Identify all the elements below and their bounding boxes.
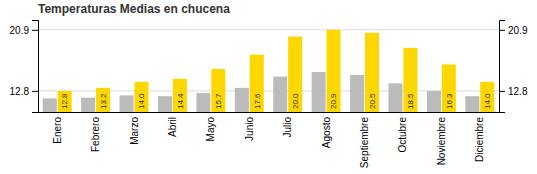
chart: 12.8 13.2 14.0 14.4 15.7 17.6 20.0 20.9 20.5 18.5… [0,0,537,174]
axis-line [32,21,39,113]
tick: 20.9 [499,25,528,36]
tick-label: Octubre [397,117,408,153]
tick: Enero [52,117,63,144]
bar [403,48,417,112]
bar [350,75,364,112]
data-label: 15.7 [214,93,223,109]
tick-label: Enero [52,117,63,144]
tick-label: 20.9 [10,25,30,36]
tick: Julio [282,117,293,138]
bar [250,55,264,112]
y2-axis: 12.8 20.9 [499,21,528,113]
bar [211,69,225,112]
tick-label: Abril [167,117,178,137]
data-label: 13.2 [99,93,108,109]
bar [235,88,249,112]
data-label: 14.4 [176,93,185,109]
tick: 12.8 [10,86,38,97]
tick-label: 12.8 [508,86,528,97]
bar [480,82,494,112]
tick-label: Agosto [321,117,332,149]
grid [38,30,499,91]
tick: Mayo [205,117,216,142]
tick-label: Julio [282,117,293,138]
bar [196,93,210,112]
bar [173,79,187,112]
data-label: 20.0 [291,93,300,109]
bar [442,64,456,112]
y-axis: 12.8 20.9 [10,21,39,113]
bar [312,72,326,112]
tick: Octubre [397,117,408,153]
tick-label: Mayo [205,117,216,142]
data-label: 18.5 [406,93,415,109]
tick: Septiembre [359,117,370,169]
bar [327,30,341,112]
bar [43,98,57,112]
bar [288,37,302,112]
data-labels: 12.8 13.2 14.0 14.4 15.7 17.6 20.0 20.9 20.5 18.5… [60,93,492,109]
series [58,30,495,112]
data-label: 20.9 [329,93,338,109]
tick: Abril [167,117,178,137]
tick-label: Marzo [129,117,140,145]
x-axis: Enero Febrero Marzo Abril Mayo Junio Julio Agos… [39,113,500,169]
title: Temperaturas Medias en chucena [38,2,230,16]
bar [120,95,134,112]
bar [81,98,95,112]
bar [427,91,441,112]
bars [43,30,495,112]
bar [273,77,287,112]
tick: 20.9 [10,25,38,36]
tick-label: Noviembre [436,117,447,166]
tick-label: Septiembre [359,117,370,169]
bar [365,33,379,112]
tick-label: Junio [244,117,255,141]
tick-label: Diciembre [474,117,485,162]
axis-line [39,112,500,113]
tick: Diciembre [474,117,485,162]
tick: Febrero [90,117,101,152]
tick-label: Febrero [90,117,101,152]
tick: Agosto [321,117,332,149]
data-label: 20.5 [368,93,377,109]
tick: Junio [244,117,255,141]
tick: Noviembre [436,117,447,166]
data-label: 14.0 [137,93,146,109]
axis-line [500,21,506,113]
tick-label: 12.8 [10,86,30,97]
data-label: 17.6 [253,93,262,109]
tick-mark [499,30,505,31]
data-label: 14.0 [483,93,492,109]
tick-mark [32,30,38,31]
grid-line [38,29,499,30]
bar [388,83,402,112]
bar [96,88,110,112]
bar [58,91,72,112]
bar [134,82,148,112]
tick: 12.8 [499,86,528,97]
tick-label: 20.9 [508,25,528,36]
tick: Marzo [129,117,140,145]
bar [158,96,172,112]
bar [465,96,479,112]
tick-mark [499,91,505,92]
data-label: 12.8 [60,93,69,109]
data-label: 16.3 [445,93,454,109]
tick-mark [32,91,38,92]
